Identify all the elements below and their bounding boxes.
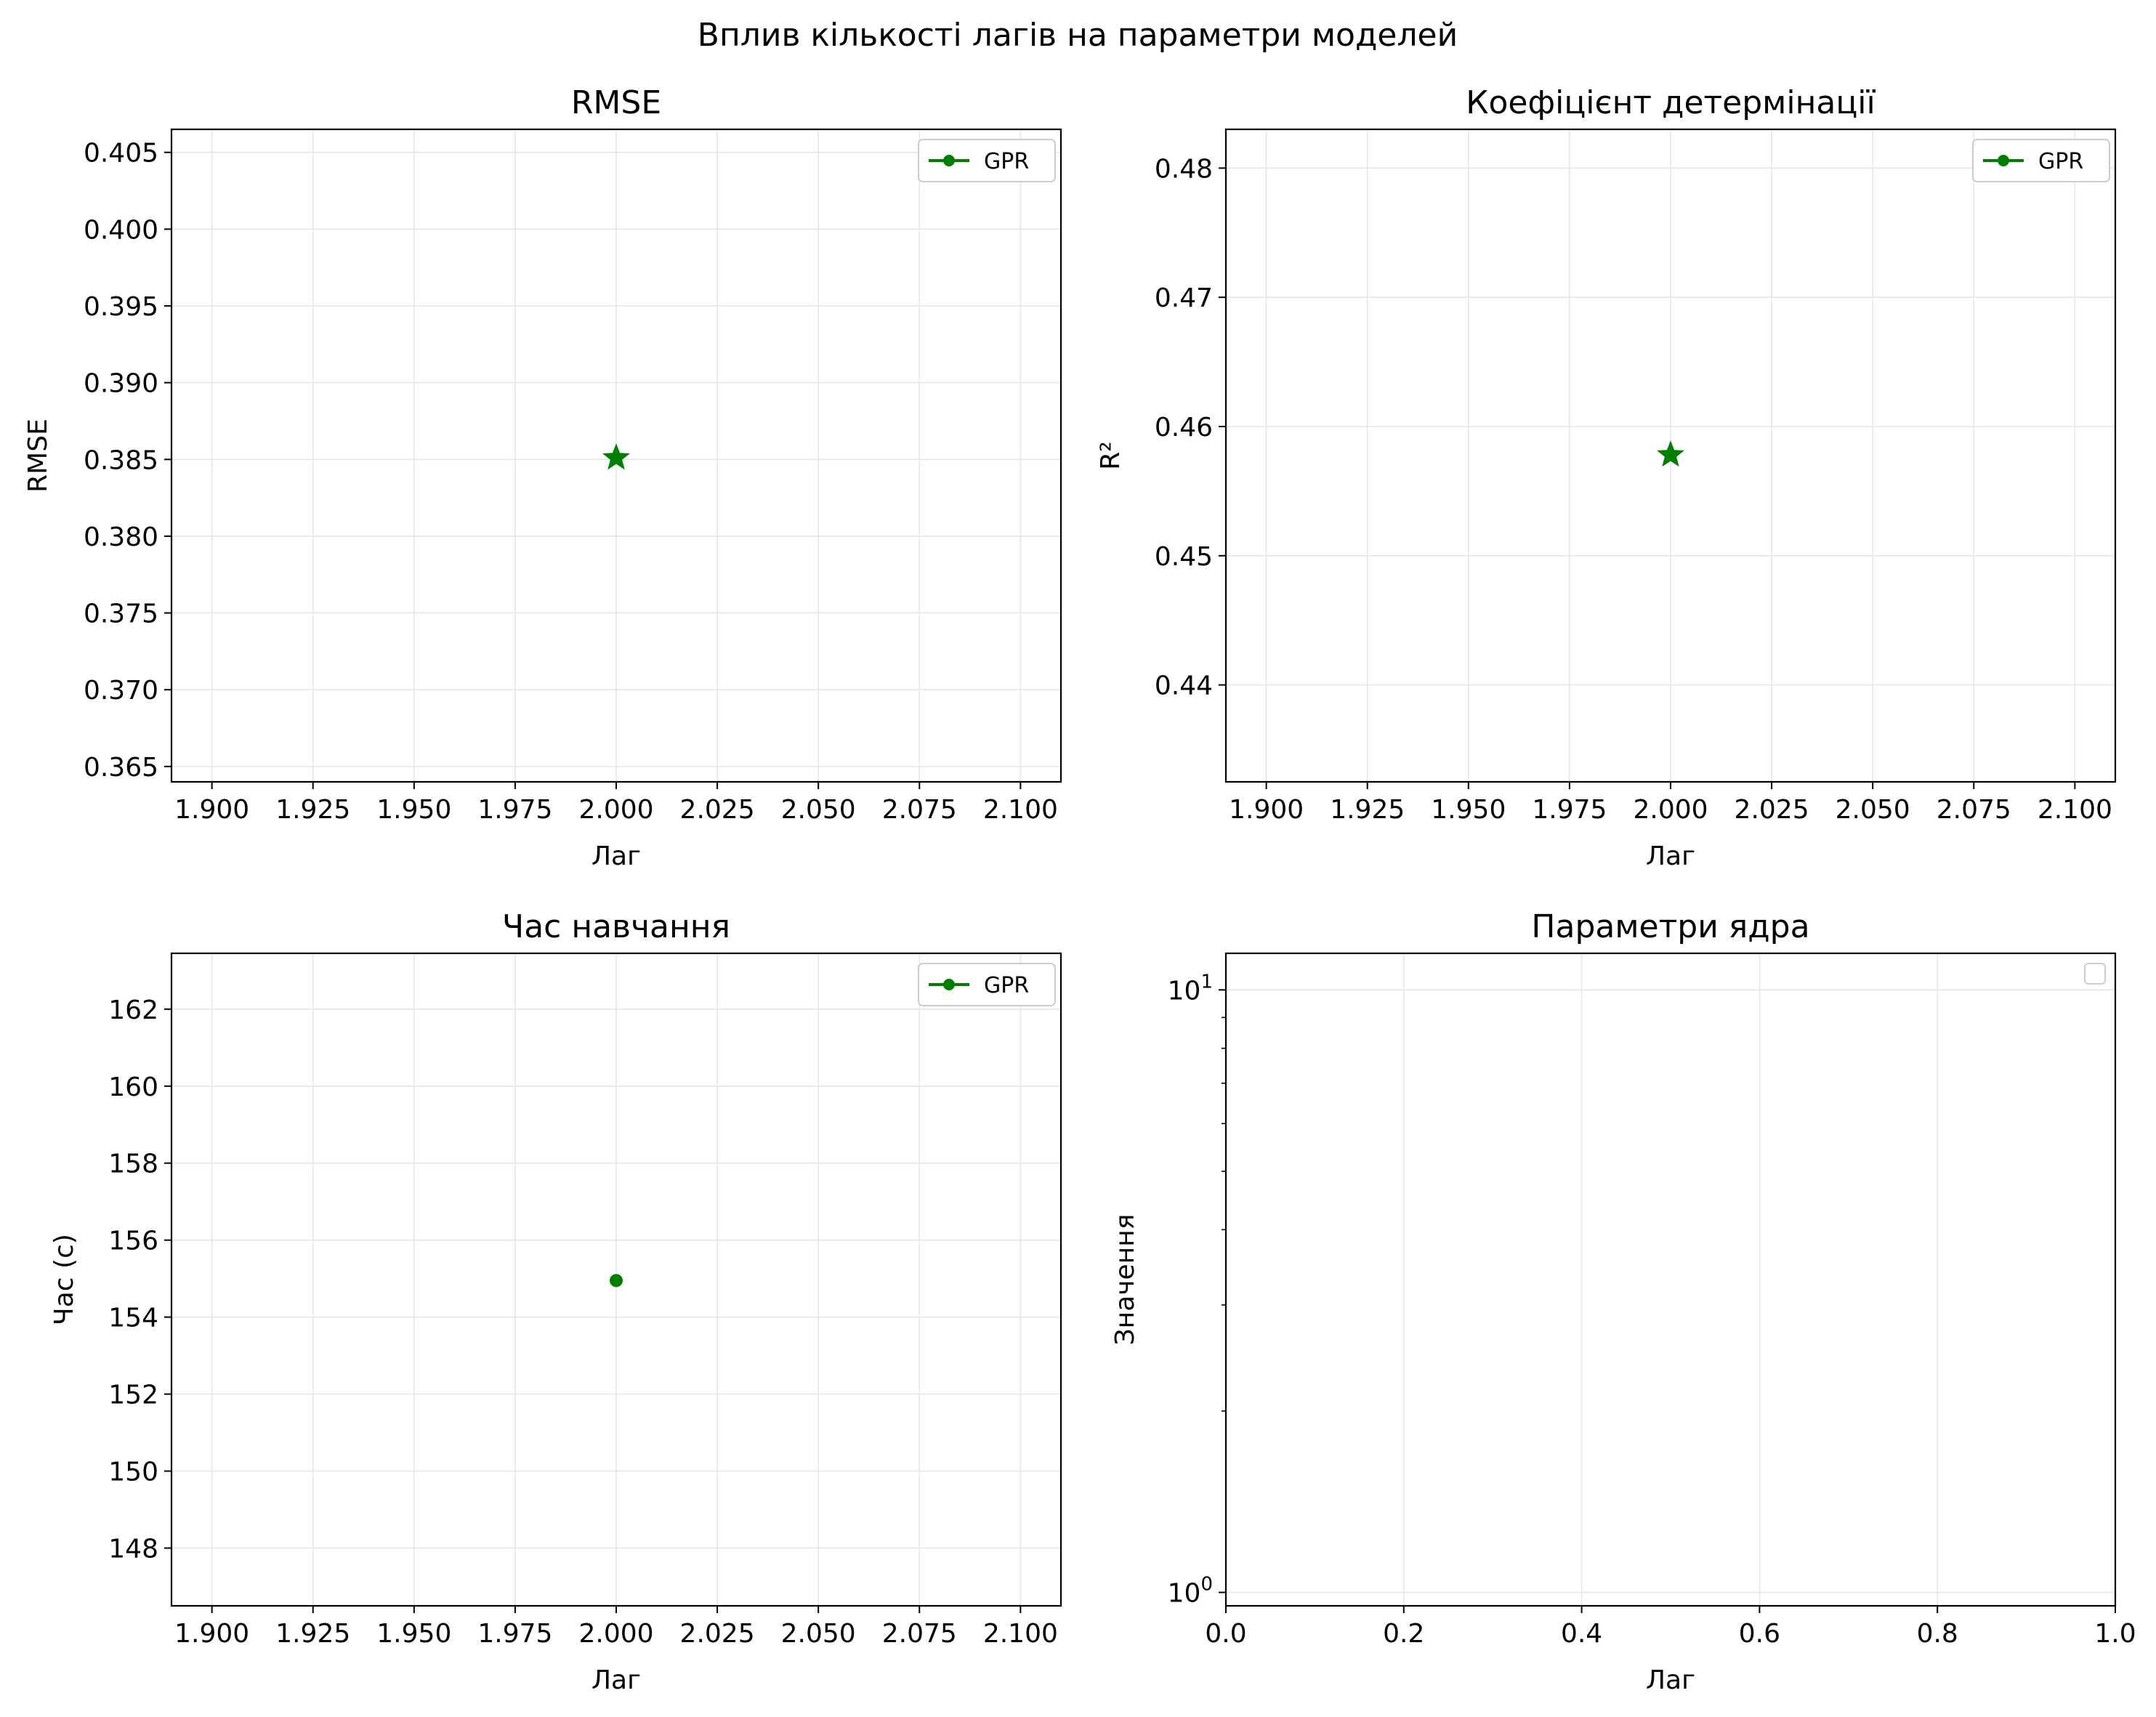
x-tick-label: 1.950 <box>376 795 451 825</box>
y-tick-label: 0.390 <box>84 369 158 399</box>
subplot-title: Параметри ядра <box>1531 908 1809 945</box>
x-tick-label: 2.100 <box>983 795 1058 825</box>
legend-label: GPR <box>984 973 1029 998</box>
legend-label: GPR <box>2038 149 2083 174</box>
y-tick-exponent: 0 <box>1200 1574 1213 1596</box>
y-tick-label: 0.370 <box>84 676 158 706</box>
x-tick-label: 1.900 <box>174 1619 249 1649</box>
x-tick-label: 2.000 <box>578 1619 653 1649</box>
figure-title: Вплив кількості лагів на параметри модел… <box>698 17 1458 54</box>
x-tick-label: 1.900 <box>1229 795 1304 825</box>
y-tick-label: 158 <box>108 1150 158 1179</box>
legend-label: GPR <box>984 149 1029 174</box>
legend-marker <box>943 155 955 166</box>
best-point-star <box>602 443 631 470</box>
y-tick-label: 154 <box>108 1304 158 1333</box>
y-tick-label: 162 <box>108 995 158 1025</box>
subplot-title: Коефіцієнт детермінації <box>1466 84 1876 121</box>
x-tick-label: 2.075 <box>882 795 957 825</box>
x-tick-label: 0.0 <box>1205 1619 1246 1649</box>
subplot-r2: 1.900 1.925 1.950 1.975 2.000 2.025 2.050 2.075… <box>1096 84 2117 871</box>
y-tick-base: 10 <box>1168 976 1201 1006</box>
y-tick-label: 0.45 <box>1155 542 1213 572</box>
x-tick-label: 1.925 <box>275 1619 350 1649</box>
x-tick-label: 1.0 <box>2094 1619 2136 1649</box>
x-axis-label: Лаг <box>592 1665 641 1695</box>
x-tick-label: 2.100 <box>2038 795 2112 825</box>
best-point-star <box>1656 440 1685 467</box>
x-tick-label: 2.025 <box>680 1619 755 1649</box>
y-tick-label: 0.48 <box>1155 154 1213 184</box>
y-tick-label: 101 <box>1168 971 1213 1006</box>
x-axis-label: Лаг <box>1646 841 1695 871</box>
subplot-rmse: 1.900 1.925 1.950 1.975 2.000 2.025 2.050 2.075… <box>23 84 1062 871</box>
y-tick-label: 0.380 <box>84 522 158 552</box>
y-axis-label: Значення <box>1110 1214 1140 1346</box>
y-tick-label: 0.400 <box>84 215 158 245</box>
legend-box <box>918 139 1056 182</box>
x-tick-label: 1.975 <box>477 1619 552 1649</box>
x-tick-label: 0.6 <box>1739 1619 1780 1649</box>
y-axis-label: Час (с) <box>49 1234 79 1325</box>
x-tick-label: 2.075 <box>882 1619 957 1649</box>
legend-box <box>918 963 1056 1006</box>
x-tick-label: 0.2 <box>1383 1619 1424 1649</box>
y-tick-label: 150 <box>108 1458 158 1487</box>
y-tick-base: 10 <box>1168 1579 1201 1609</box>
subplot-title: RMSE <box>571 84 661 121</box>
y-tick-label: 0.395 <box>84 292 158 322</box>
x-tick-label: 1.975 <box>477 795 552 825</box>
y-tick-label: 0.375 <box>84 599 158 629</box>
subplots: 1.900 1.925 1.950 1.975 2.000 2.025 2.050 2.075… <box>23 84 2136 1695</box>
x-tick-label: 2.025 <box>1735 795 1809 825</box>
x-tick-label: 1.925 <box>1330 795 1405 825</box>
x-tick-label: 2.025 <box>680 795 755 825</box>
y-tick-label: 0.365 <box>84 753 158 783</box>
y-tick-label: 0.47 <box>1155 283 1213 313</box>
x-axis-label: Лаг <box>1646 1665 1695 1695</box>
y-tick-label: 160 <box>108 1072 158 1102</box>
y-tick-exponent: 1 <box>1200 971 1213 993</box>
x-tick-label: 2.050 <box>781 1619 856 1649</box>
subplot-title: Час навчання <box>502 908 730 945</box>
y-tick-label: 0.405 <box>84 139 158 169</box>
y-tick-label: 152 <box>108 1381 158 1410</box>
x-tick-label: 2.000 <box>1633 795 1708 825</box>
y-tick-label: 0.44 <box>1155 671 1213 701</box>
legend-box-empty <box>2084 963 2106 985</box>
x-tick-label: 1.950 <box>376 1619 451 1649</box>
subplot-time: 1.900 1.925 1.950 1.975 2.000 2.025 2.050 2.075… <box>49 908 1062 1695</box>
y-tick-label: 0.46 <box>1155 413 1213 443</box>
x-tick-label: 2.050 <box>781 795 856 825</box>
x-tick-label: 2.075 <box>1937 795 2011 825</box>
data-point-time <box>610 1274 623 1288</box>
x-tick-label: 1.975 <box>1532 795 1607 825</box>
y-tick-label: 0.385 <box>84 445 158 475</box>
x-tick-label: 0.8 <box>1917 1619 1958 1649</box>
x-tick-label: 2.100 <box>983 1619 1058 1649</box>
x-tick-label: 1.950 <box>1431 795 1506 825</box>
legend-marker <box>943 979 955 990</box>
x-tick-label: 0.4 <box>1561 1619 1602 1649</box>
y-axis-label: RMSE <box>23 419 53 493</box>
x-tick-label: 2.000 <box>578 795 653 825</box>
y-tick-label: 100 <box>1168 1574 1213 1609</box>
x-tick-label: 1.900 <box>174 795 249 825</box>
legend-marker <box>1998 155 2009 166</box>
x-axis-label: Лаг <box>592 841 641 871</box>
x-tick-label: 2.050 <box>1836 795 1910 825</box>
y-tick-label: 148 <box>108 1535 158 1564</box>
x-tick-label: 1.925 <box>275 795 350 825</box>
legend-box <box>1972 139 2110 182</box>
y-tick-label: 156 <box>108 1227 158 1256</box>
axes-frame <box>1224 952 2117 1607</box>
y-axis-label: R² <box>1096 441 1126 469</box>
